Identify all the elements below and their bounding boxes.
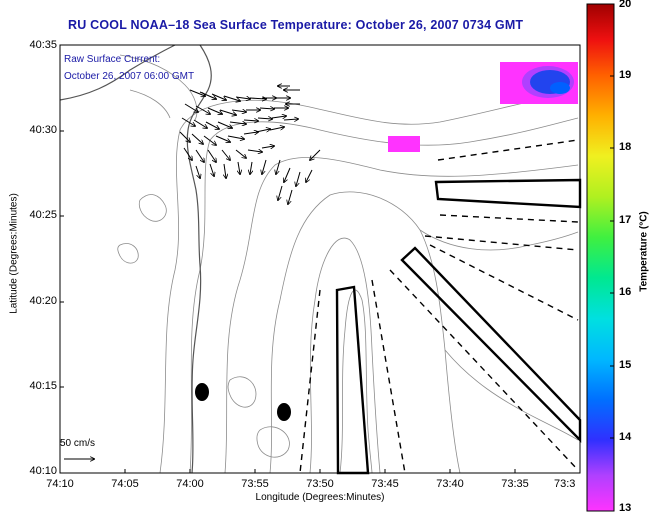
colorbar-tick-label: 20 — [619, 0, 632, 10]
colorbar-tick-label: 15 — [619, 359, 632, 371]
sst-warm-patch — [388, 62, 578, 152]
station-marker — [277, 403, 291, 421]
coastline — [59, 44, 212, 474]
y-tick-label: 40:20 — [29, 295, 57, 307]
y-tick-label: 40:30 — [29, 124, 57, 136]
x-tick-label: 73:40 — [436, 478, 464, 490]
current-label-line2: October 26, 2007 06:00 GMT — [64, 71, 195, 82]
colorbar-label: Temperature (°C) — [638, 211, 650, 292]
station-marker — [195, 383, 209, 401]
scale-label: 50 cm/s — [60, 438, 96, 449]
colorbar-ticks — [610, 75, 614, 439]
y-tick-label: 40:10 — [29, 465, 57, 477]
colorbar-tick-label: 14 — [619, 431, 632, 443]
y-tick-label: 40:15 — [29, 380, 57, 392]
y-tick-label: 40:35 — [29, 39, 57, 51]
colorbar-tick-label: 19 — [619, 69, 632, 81]
x-tick-label: 73:3 — [554, 478, 576, 490]
x-tick-label: 74:05 — [111, 478, 139, 490]
y-tick-label: 40:25 — [29, 209, 57, 221]
tick-marks — [60, 130, 516, 473]
figure-title: RU COOL NOAA–18 Sea Surface Temperature:… — [68, 18, 524, 32]
x-axis-label: Longitude (Degrees:Minutes) — [255, 492, 385, 503]
x-tick-label: 73:55 — [241, 478, 269, 490]
x-tick-label: 74:00 — [176, 478, 204, 490]
colorbar — [586, 3, 615, 512]
y-axis-label: Latitude (Degrees:Minutes) — [8, 193, 20, 314]
colorbar-tick-label: 16 — [619, 286, 632, 298]
colorbar-tick-label: 17 — [619, 214, 632, 226]
current-label-line1: Raw Surface Current: — [64, 54, 161, 65]
radar-beams-dashed — [299, 139, 579, 474]
x-tick-label: 74:10 — [46, 478, 74, 490]
plot-area — [60, 45, 580, 473]
x-tick-label: 73:50 — [306, 478, 334, 490]
colorbar-tick-label: 13 — [619, 502, 632, 514]
x-tick-label: 73:45 — [371, 478, 399, 490]
colorbar-tick-label: 18 — [619, 141, 632, 153]
current-vector-field — [179, 86, 321, 204]
x-tick-label: 73:35 — [501, 478, 529, 490]
